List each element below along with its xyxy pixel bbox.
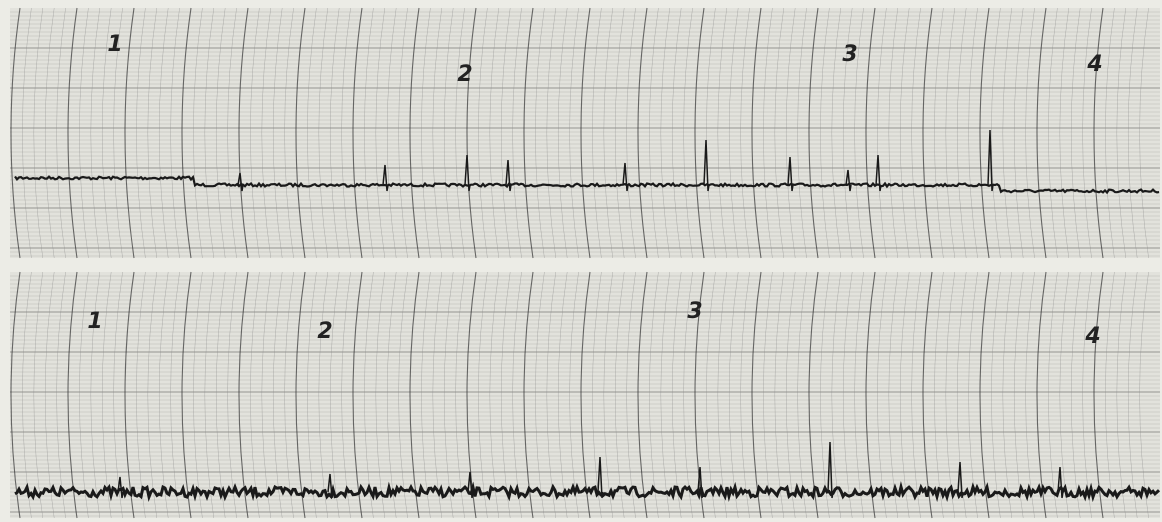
segment-label: 1: [107, 32, 122, 57]
segment-label: 3: [842, 42, 857, 67]
strip: 1 2 3 4: [10, 8, 1160, 258]
strip: 1 2 3 4: [10, 272, 1160, 518]
page: 12341234 (() => { const data = JSON.pars…: [0, 0, 1162, 522]
segment-label: 3: [687, 299, 702, 324]
segment-label: 4: [1086, 52, 1102, 77]
segment-label: 2: [457, 62, 472, 87]
segment-label: 4: [1084, 324, 1100, 349]
segment-label: 2: [317, 319, 332, 344]
recording-strips: 1 2 3 4 1 2 3 4: [0, 0, 1162, 522]
segment-label: 1: [87, 309, 102, 334]
